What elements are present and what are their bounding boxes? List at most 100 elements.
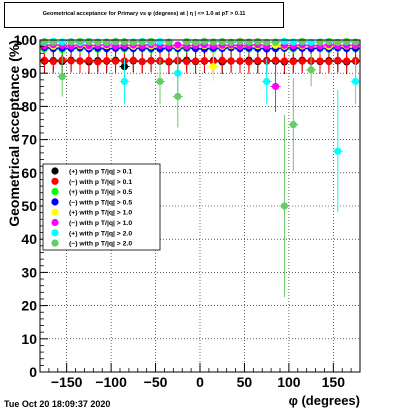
data-point xyxy=(316,57,324,65)
grid-lines xyxy=(40,40,360,372)
legend-marker xyxy=(51,198,59,206)
data-point xyxy=(271,56,280,64)
y-tick-label: 20 xyxy=(21,298,37,314)
data-point xyxy=(58,38,66,46)
data-point xyxy=(209,38,217,46)
data-point xyxy=(85,38,93,46)
data-point xyxy=(156,77,164,86)
data-point xyxy=(85,56,93,64)
data-point xyxy=(334,38,342,46)
legend-label: (+) with p T/|q| > 0.5 xyxy=(69,189,132,196)
data-point xyxy=(218,38,226,46)
y-tick-label: 60 xyxy=(21,165,37,181)
data-point xyxy=(245,58,253,66)
legend-marker xyxy=(51,188,59,196)
chart-title: Geometrical acceptance for Primary vs φ … xyxy=(42,11,246,17)
y-tick-label: 90 xyxy=(21,65,37,81)
data-point xyxy=(183,57,191,66)
x-tick-label: 100 xyxy=(277,374,301,390)
data-point xyxy=(191,38,200,46)
data-point xyxy=(236,37,244,45)
data-point xyxy=(298,37,306,45)
data-point xyxy=(147,37,155,45)
data-point xyxy=(156,38,164,46)
y-tick-label: 50 xyxy=(21,198,37,214)
legend-marker xyxy=(51,167,59,175)
data-point xyxy=(271,82,280,91)
data-point xyxy=(343,57,351,65)
legend-marker xyxy=(51,208,59,216)
data-point xyxy=(227,57,235,65)
data-point xyxy=(254,56,262,65)
data-point xyxy=(263,77,271,86)
y-tick-label: 10 xyxy=(21,331,37,347)
data-point xyxy=(280,57,289,65)
data-point xyxy=(129,56,137,64)
data-point xyxy=(236,57,244,65)
data-point xyxy=(40,56,49,64)
data-point xyxy=(138,38,146,46)
x-axis-title: φ (degrees) xyxy=(289,393,360,408)
legend-marker xyxy=(51,229,59,237)
data-point xyxy=(58,72,66,81)
data-point xyxy=(254,38,262,46)
data-point xyxy=(111,57,120,65)
data-point xyxy=(67,38,75,46)
timestamp: Tue Oct 20 18:09:37 2020 xyxy=(4,399,111,409)
legend-label: (+) with p T/|q| > 1.0 xyxy=(69,210,132,217)
data-point xyxy=(280,202,289,210)
legend-marker xyxy=(51,177,59,185)
data-point xyxy=(103,56,111,65)
chart-title-box: Geometrical acceptance for Primary vs φ … xyxy=(4,2,284,28)
data-point xyxy=(76,57,84,65)
legend-marker xyxy=(51,218,59,227)
y-tick-label: 80 xyxy=(21,98,37,114)
data-point xyxy=(298,57,306,65)
data-point xyxy=(191,57,200,65)
y-tick-label: 70 xyxy=(21,132,37,148)
data-point xyxy=(325,38,333,46)
data-point xyxy=(334,147,342,155)
legend-label: (−) with p T/|q| > 0.1 xyxy=(69,179,132,186)
data-point xyxy=(165,38,173,46)
data-points xyxy=(39,37,361,298)
legend-label: (+) with p T/|q| > 2.0 xyxy=(69,230,132,237)
data-point xyxy=(218,56,226,64)
data-point xyxy=(147,57,155,65)
y-tick-label: 0 xyxy=(29,364,37,380)
y-axis-title: Geometrical acceptance (%) xyxy=(6,40,22,227)
data-point xyxy=(307,66,315,74)
data-point xyxy=(49,38,57,46)
data-point xyxy=(129,38,137,46)
data-point xyxy=(307,38,315,46)
x-tick-label: 50 xyxy=(237,374,253,390)
data-point xyxy=(289,57,297,66)
data-point xyxy=(289,38,297,46)
data-point xyxy=(111,37,120,45)
legend: (+) with p T/|q| > 0.1 (−) with p T/|q| >… xyxy=(42,163,161,251)
data-point xyxy=(49,57,57,66)
data-point xyxy=(316,38,324,46)
data-point xyxy=(174,41,182,49)
x-tick-label: −100 xyxy=(95,374,127,390)
y-tick-label: 30 xyxy=(21,264,37,280)
data-point xyxy=(351,77,360,86)
data-point xyxy=(263,38,271,46)
legend-label: (−) with p T/|q| > 0.5 xyxy=(69,199,132,206)
data-point xyxy=(103,38,111,46)
data-point xyxy=(271,38,280,46)
data-point xyxy=(343,37,351,45)
data-point xyxy=(165,57,173,65)
x-tick-label: 0 xyxy=(196,374,204,390)
data-point xyxy=(94,58,102,66)
x-tick-label: 150 xyxy=(322,374,346,390)
legend-label: (−) with p T/|q| > 1.0 xyxy=(69,220,132,227)
data-point xyxy=(351,38,360,46)
legend-frame xyxy=(42,163,161,251)
legend-label: (+) with p T/|q| > 0.1 xyxy=(69,169,132,176)
data-point xyxy=(67,57,75,65)
y-tick-label: 100 xyxy=(14,32,38,48)
x-tick-label: −150 xyxy=(51,374,83,390)
data-point xyxy=(200,56,209,65)
